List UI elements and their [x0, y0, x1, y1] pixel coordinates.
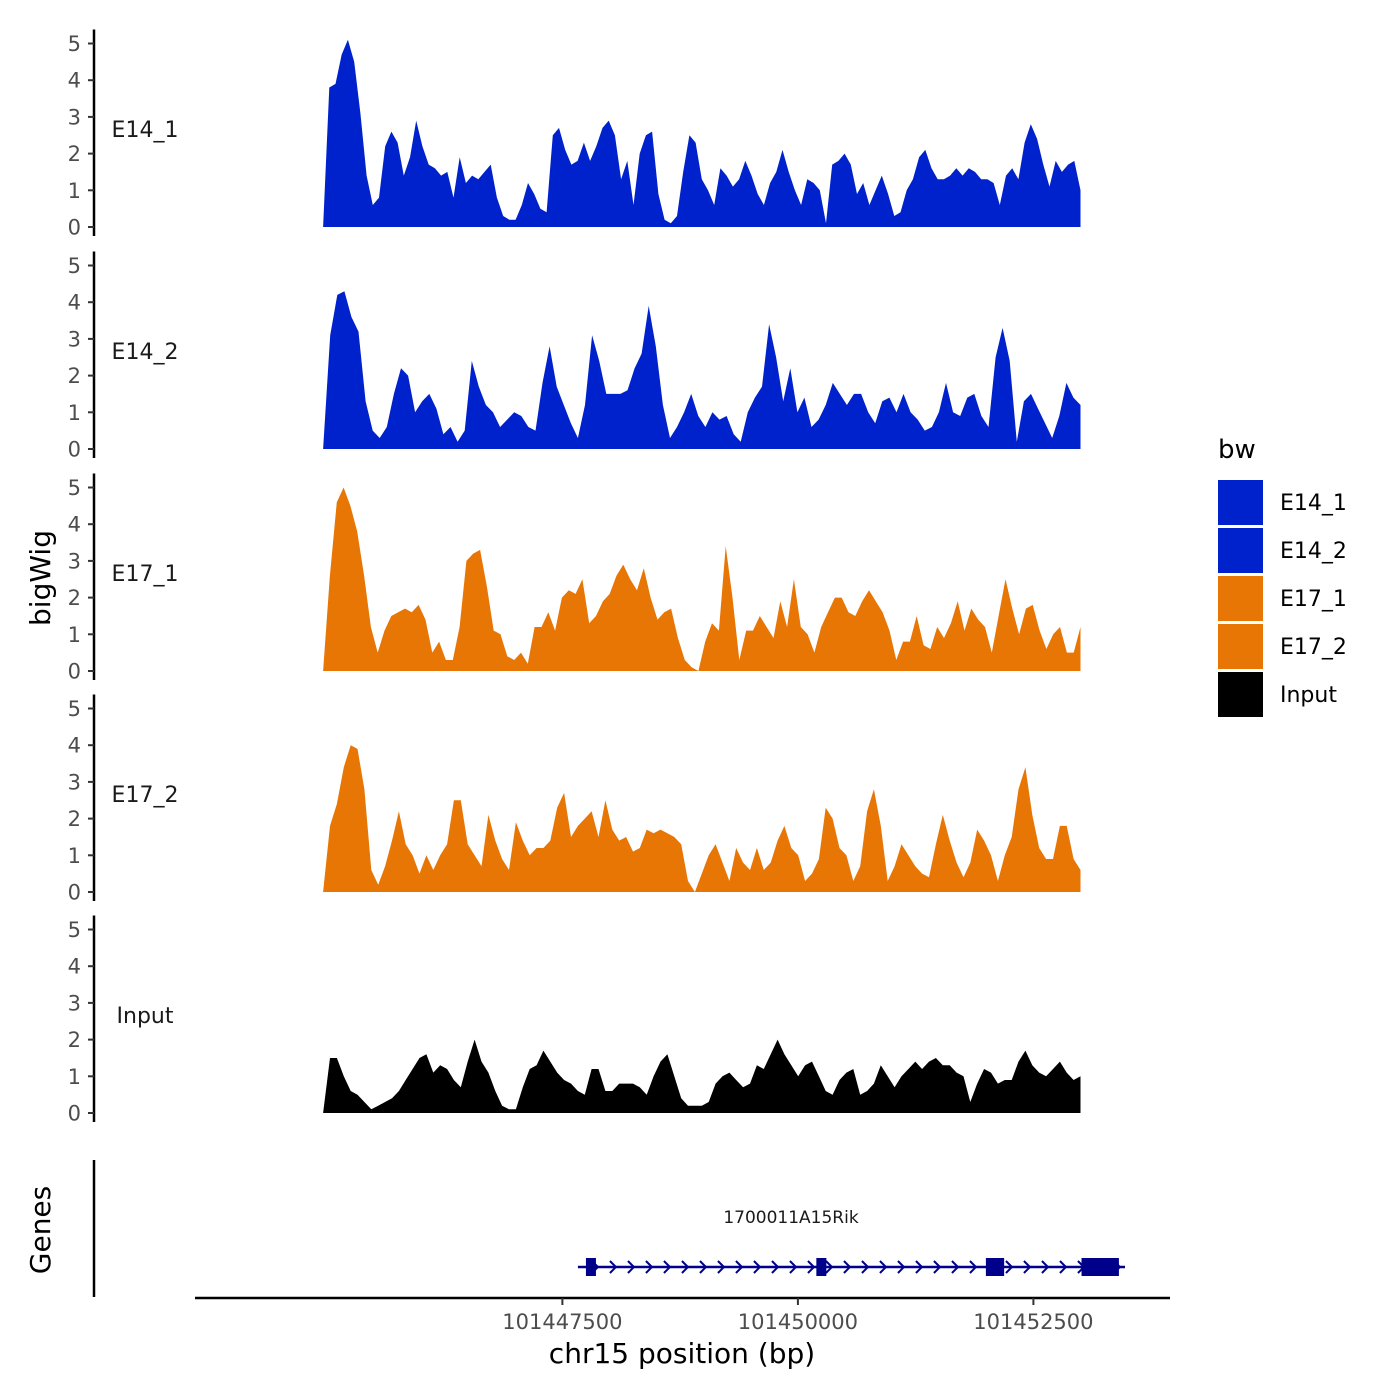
y-tick-label: 4: [68, 69, 81, 93]
y-tick-label: 2: [68, 1028, 81, 1052]
legend-label: E17_2: [1280, 635, 1347, 660]
y-tick-label: 3: [68, 770, 81, 794]
y-tick-label: 3: [68, 105, 81, 129]
strand-arrow: [1005, 1260, 1014, 1274]
strand-arrow: [717, 1260, 726, 1274]
gene-exon: [585, 1258, 596, 1276]
track-label: E14_1: [112, 118, 179, 143]
y-tick-label: 1: [68, 1065, 81, 1089]
x-axis-title: chr15 position (bp): [549, 1337, 815, 1370]
y-tick-label: 0: [68, 660, 81, 684]
legend-label: E14_2: [1280, 539, 1347, 564]
strand-arrow: [663, 1260, 672, 1274]
track-label: E14_2: [112, 340, 179, 365]
strand-arrow: [807, 1260, 816, 1274]
x-tick-label: 101447500: [502, 1310, 622, 1334]
strand-arrow: [843, 1260, 852, 1274]
strand-arrow: [897, 1260, 906, 1274]
strand-arrow: [771, 1260, 780, 1274]
y-tick-label: 5: [68, 697, 81, 721]
coverage-area-E17_1: [323, 487, 1081, 671]
y-tick-label: 2: [68, 142, 81, 166]
strand-arrow: [933, 1260, 942, 1274]
gene-exon: [816, 1258, 827, 1276]
strand-arrow: [825, 1260, 834, 1274]
legend-label: Input: [1280, 683, 1337, 708]
strand-arrow: [609, 1260, 618, 1274]
x-axis: 101447500 101450000 101452500: [195, 1296, 1170, 1334]
y-tick-label: 4: [68, 955, 81, 979]
legend: bw E14_1 E14_2 E17_1 E17_2 Input: [1218, 435, 1347, 717]
x-tick-label: 101450000: [738, 1310, 858, 1334]
strand-arrow: [1059, 1260, 1068, 1274]
strand-arrow: [969, 1260, 978, 1274]
strand-arrow: [699, 1260, 708, 1274]
y-tick-label: 4: [68, 513, 81, 537]
y-tick-label: 2: [68, 807, 81, 831]
track-Input: 0 1 2 3 4 5 Input: [68, 915, 1081, 1126]
y-tick-label: 4: [68, 291, 81, 315]
y-tick-label: 0: [68, 1102, 81, 1126]
y-tick-label: 5: [68, 254, 81, 278]
y-tick-label: 5: [68, 918, 81, 942]
coverage-area-Input: [323, 1039, 1081, 1113]
track-E17_1: 0 1 2 3 4 5 E17_1: [68, 473, 1081, 684]
track-label: E17_2: [112, 783, 179, 808]
y-tick-label: 1: [68, 844, 81, 868]
y-tick-label: 0: [68, 216, 81, 240]
y-tick-label: 3: [68, 549, 81, 573]
legend-swatch-E14_2: [1218, 528, 1263, 573]
strand-arrow: [861, 1260, 870, 1274]
x-tick-label: 101452500: [973, 1310, 1093, 1334]
strand-arrow: [753, 1260, 762, 1274]
coverage-area-E14_1: [323, 39, 1081, 227]
legend-title: bw: [1218, 435, 1256, 465]
strand-arrow: [1023, 1260, 1032, 1274]
strand-arrow: [681, 1260, 690, 1274]
strand-arrow: [879, 1260, 888, 1274]
legend-label: E17_1: [1280, 587, 1347, 612]
y-tick-label: 5: [68, 32, 81, 56]
strand-arrow: [735, 1260, 744, 1274]
strand-arrow: [1041, 1260, 1050, 1274]
y-tick-label: 5: [68, 476, 81, 500]
gene-exon: [985, 1258, 1005, 1276]
gene-track: 1700011A15Rik: [92, 1160, 1125, 1297]
y-tick-label: 2: [68, 586, 81, 610]
legend-swatch-E17_2: [1218, 624, 1263, 669]
track-label: Input: [117, 1004, 174, 1029]
strand-arrow: [645, 1260, 654, 1274]
y-tick-label: 0: [68, 438, 81, 462]
legend-swatch-E14_1: [1218, 480, 1263, 525]
y-tick-label: 3: [68, 327, 81, 351]
strand-arrow: [915, 1260, 924, 1274]
coverage-tracks: 0 1 2 3 4 5 E14_1 0 1 2 3 4 5 E14_2 0 1 2 3 4 5 E17_1 0 1 2 3 4 5 E…: [68, 29, 1081, 1126]
y-tick-label: 1: [68, 623, 81, 647]
strand-arrow: [627, 1260, 636, 1274]
track-E17_2: 0 1 2 3 4 5 E17_2: [68, 694, 1081, 905]
y-tick-label: 1: [68, 179, 81, 203]
legend-label: E14_1: [1280, 491, 1347, 516]
genes-axis-title: Genes: [24, 1186, 57, 1274]
y-tick-label: 2: [68, 364, 81, 388]
track-E14_2: 0 1 2 3 4 5 E14_2: [68, 251, 1081, 462]
legend-swatch-E17_1: [1218, 576, 1263, 621]
coverage-area-E14_2: [323, 291, 1081, 449]
track-E14_1: 0 1 2 3 4 5 E14_1: [68, 29, 1081, 240]
y-tick-label: 0: [68, 881, 81, 905]
y-axis-title: bigWig: [24, 530, 57, 626]
strand-arrow: [951, 1260, 960, 1274]
y-tick-label: 1: [68, 401, 81, 425]
track-label: E17_1: [112, 562, 179, 587]
y-tick-label: 4: [68, 734, 81, 758]
coverage-area-E17_2: [323, 745, 1081, 892]
strand-arrow: [789, 1260, 798, 1274]
gene-exon: [1081, 1258, 1119, 1276]
gene-label: 1700011A15Rik: [723, 1208, 859, 1228]
y-tick-label: 3: [68, 991, 81, 1015]
legend-swatch-Input: [1218, 672, 1263, 717]
